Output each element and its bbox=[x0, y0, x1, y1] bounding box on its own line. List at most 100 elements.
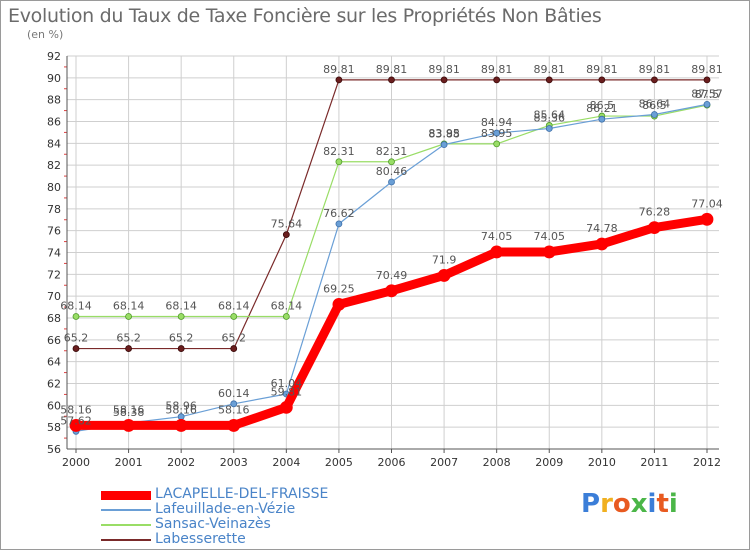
x-tick-label: 2008 bbox=[483, 456, 511, 469]
legend-swatch bbox=[101, 539, 151, 541]
y-tick-label: 74 bbox=[47, 247, 61, 260]
proxiti-logo: Proxiti bbox=[581, 489, 678, 519]
y-tick-label: 68 bbox=[47, 312, 61, 325]
data-point-sansac-veinazes bbox=[282, 313, 290, 320]
legend-swatch bbox=[101, 524, 151, 526]
data-label-sansac-veinazes: 68.14 bbox=[60, 299, 92, 312]
data-label-sansac-veinazes: 68.14 bbox=[165, 299, 197, 312]
data-label-lafeuillade-en-vezie: 61.04 bbox=[271, 377, 303, 390]
x-tick-label: 2010 bbox=[588, 456, 616, 469]
x-tick-label: 2001 bbox=[115, 456, 143, 469]
data-label-lafeuillade-en-vezie: 58.38 bbox=[113, 406, 145, 419]
grid-lines bbox=[67, 55, 719, 450]
data-label-sansac-veinazes: 68.14 bbox=[218, 299, 250, 312]
data-point-sansac-veinazes bbox=[230, 313, 238, 320]
data-point-lafeuillade-en-vezie bbox=[703, 100, 711, 108]
data-label-labesserette: 65.2 bbox=[64, 332, 89, 345]
data-label-lafeuillade-en-vezie: 84.94 bbox=[481, 116, 513, 129]
x-tick-label: 2003 bbox=[220, 456, 248, 469]
data-point-labesserette bbox=[230, 345, 238, 352]
data-label-sansac-veinazes: 83.95 bbox=[481, 127, 513, 140]
x-tick-label: 2005 bbox=[325, 456, 353, 469]
y-tick-label: 66 bbox=[47, 334, 61, 347]
data-label-lacapelle-del-fraisse: 77.04 bbox=[691, 197, 723, 210]
data-point-lafeuillade-en-vezie bbox=[440, 141, 448, 149]
data-point-labesserette bbox=[335, 76, 343, 84]
logo-letter: P bbox=[581, 489, 601, 519]
data-point-sansac-veinazes bbox=[125, 313, 132, 320]
y-axis-unit: (en %) bbox=[27, 28, 64, 41]
data-label-labesserette: 65.2 bbox=[116, 332, 141, 345]
logo-letter: i bbox=[647, 489, 657, 519]
legend-label: LACAPELLE-DEL-FRAISSE bbox=[155, 486, 329, 502]
data-point-labesserette bbox=[651, 76, 658, 84]
logo-letter: o bbox=[612, 489, 631, 519]
data-label-labesserette: 89.81 bbox=[691, 63, 723, 76]
data-point-labesserette bbox=[177, 345, 185, 352]
logo-letter: x bbox=[630, 489, 648, 519]
x-tick-label: 2012 bbox=[693, 456, 721, 469]
series-group bbox=[69, 76, 714, 435]
y-tick-label: 58 bbox=[47, 421, 61, 434]
data-label-lafeuillade-en-vezie: 58.96 bbox=[165, 400, 197, 413]
y-tick-label: 86 bbox=[47, 116, 61, 129]
data-point-sansac-veinazes bbox=[72, 313, 80, 320]
chart-title: Evolution du Taux de Taxe Foncière sur l… bbox=[8, 5, 602, 27]
y-tick-label: 60 bbox=[47, 399, 61, 412]
data-point-lafeuillade-en-vezie bbox=[598, 115, 606, 123]
x-tick-label: 2009 bbox=[535, 456, 563, 469]
data-label-lacapelle-del-fraisse: 58.16 bbox=[165, 403, 197, 416]
data-label-labesserette: 89.81 bbox=[586, 63, 618, 76]
data-point-labesserette bbox=[440, 76, 448, 84]
y-tick-label: 62 bbox=[47, 378, 61, 391]
y-tick-label: 82 bbox=[47, 159, 61, 172]
data-point-lacapelle-del-fraisse bbox=[174, 419, 188, 432]
data-label-lafeuillade-en-vezie: 57.62 bbox=[60, 414, 92, 427]
data-label-lafeuillade-en-vezie: 83.88 bbox=[428, 128, 460, 141]
data-labels: 58.16 58.16 58.16 58.16 59.81 69.25 70.49 71.9 7… bbox=[60, 63, 723, 427]
data-point-labesserette bbox=[703, 76, 711, 84]
x-tick-label: 2004 bbox=[272, 456, 300, 469]
data-label-lafeuillade-en-vezie: 86.64 bbox=[639, 98, 671, 111]
x-tick-label: 2000 bbox=[62, 456, 90, 469]
data-label-lacapelle-del-fraisse: 71.9 bbox=[432, 253, 457, 266]
data-point-lacapelle-del-fraisse bbox=[385, 284, 398, 298]
data-point-lafeuillade-en-vezie bbox=[335, 220, 343, 228]
data-label-lacapelle-del-fraisse: 70.49 bbox=[376, 269, 408, 282]
data-point-labesserette bbox=[545, 76, 553, 84]
data-label-lacapelle-del-fraisse: 74.05 bbox=[481, 230, 513, 243]
y-tick-label: 64 bbox=[47, 356, 61, 369]
data-point-lacapelle-del-fraisse bbox=[279, 401, 293, 414]
data-label-lacapelle-del-fraisse: 58.16 bbox=[218, 403, 250, 416]
logo-letter: i bbox=[668, 489, 678, 519]
x-tick-label: 2002 bbox=[167, 456, 195, 469]
data-point-lafeuillade-en-vezie bbox=[651, 111, 658, 118]
axes bbox=[64, 56, 719, 453]
data-label-labesserette: 89.81 bbox=[428, 63, 460, 76]
data-label-sansac-veinazes: 86.5 bbox=[590, 99, 615, 112]
data-label-lafeuillade-en-vezie: 76.62 bbox=[323, 207, 355, 220]
data-point-lacapelle-del-fraisse bbox=[437, 269, 451, 282]
logo-letter: r bbox=[600, 489, 613, 519]
data-label-labesserette: 89.81 bbox=[534, 63, 566, 76]
data-label-lacapelle-del-fraisse: 74.05 bbox=[534, 230, 566, 243]
legend-label: Labesserette bbox=[155, 531, 246, 547]
data-label-lacapelle-del-fraisse: 69.25 bbox=[323, 282, 355, 295]
legend-label: Lafeuillade-en-Vézie bbox=[155, 501, 296, 517]
y-tick-label: 80 bbox=[47, 181, 61, 194]
data-point-lacapelle-del-fraisse bbox=[332, 297, 346, 311]
data-label-sansac-veinazes: 68.14 bbox=[271, 299, 303, 312]
x-tick-label: 2006 bbox=[378, 456, 406, 469]
data-point-lafeuillade-en-vezie bbox=[388, 178, 395, 186]
data-label-lafeuillade-en-vezie: 86.21 bbox=[586, 102, 618, 115]
data-point-labesserette bbox=[282, 231, 290, 238]
data-label-lacapelle-del-fraisse: 74.78 bbox=[586, 222, 618, 235]
data-label-lafeuillade-en-vezie: 87.57 bbox=[691, 87, 723, 100]
data-point-lafeuillade-en-vezie bbox=[545, 125, 553, 132]
data-point-sansac-veinazes bbox=[177, 313, 185, 320]
y-tick-label: 56 bbox=[47, 443, 61, 456]
legend-label: Sansac-Veinazès bbox=[155, 516, 271, 532]
data-label-sansac-veinazes: 83.95 bbox=[428, 127, 460, 140]
